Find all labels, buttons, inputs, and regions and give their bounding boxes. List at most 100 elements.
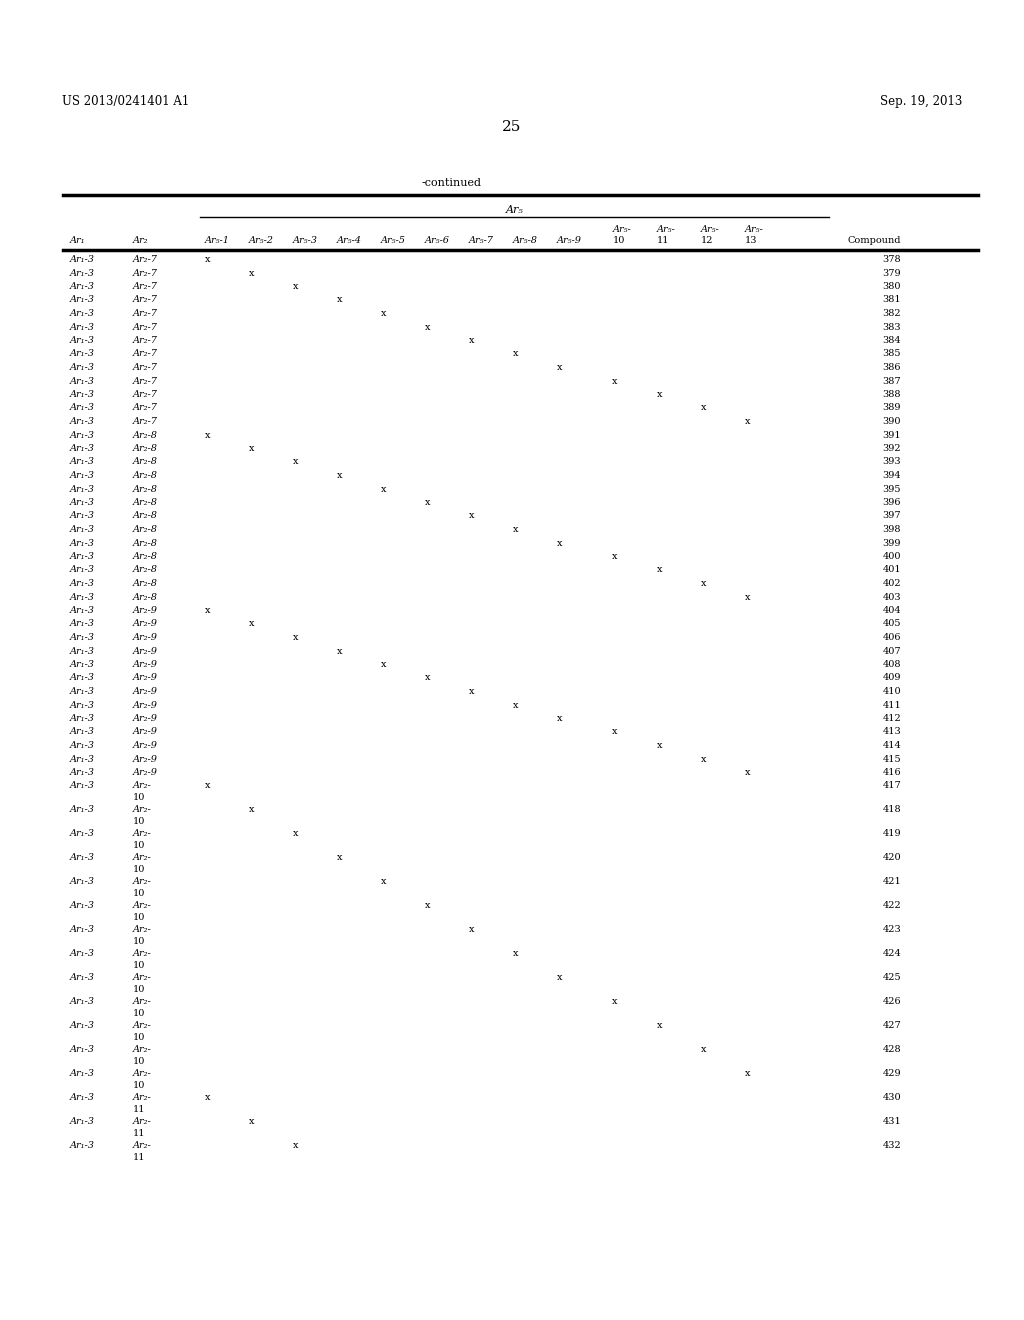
Text: 388: 388: [883, 389, 901, 399]
Text: 417: 417: [883, 781, 901, 791]
Text: 404: 404: [883, 606, 901, 615]
Text: Ar₂-9: Ar₂-9: [133, 727, 158, 737]
Text: x: x: [337, 471, 342, 480]
Text: 407: 407: [883, 647, 901, 656]
Text: 401: 401: [883, 565, 901, 574]
Text: 10: 10: [133, 1081, 145, 1089]
Text: Ar₂-: Ar₂-: [133, 1093, 152, 1102]
Text: Ar₂-8: Ar₂-8: [133, 539, 158, 548]
Text: 393: 393: [883, 458, 901, 466]
Text: x: x: [700, 579, 706, 587]
Text: Ar₁-3: Ar₁-3: [70, 255, 94, 264]
Text: Ar₁-3: Ar₁-3: [70, 998, 94, 1006]
Text: Ar₂-8: Ar₂-8: [133, 430, 158, 440]
Text: Ar₁-3: Ar₁-3: [70, 552, 94, 561]
Text: 384: 384: [883, 337, 901, 345]
Text: 10: 10: [133, 792, 145, 801]
Text: Ar₁-3: Ar₁-3: [70, 471, 94, 480]
Text: x: x: [381, 484, 386, 494]
Text: Ar₁-3: Ar₁-3: [70, 511, 94, 520]
Text: x: x: [425, 322, 430, 331]
Text: 430: 430: [883, 1093, 901, 1102]
Text: 11: 11: [133, 1152, 145, 1162]
Text: Ar₁-3: Ar₁-3: [70, 619, 94, 628]
Text: 428: 428: [883, 1045, 901, 1055]
Text: Ar₅-: Ar₅-: [700, 224, 719, 234]
Text: Ar₅-: Ar₅-: [744, 224, 763, 234]
Text: Ar₁-3: Ar₁-3: [70, 484, 94, 494]
Text: Ar₂-: Ar₂-: [133, 1045, 152, 1055]
Text: x: x: [293, 1142, 298, 1151]
Text: x: x: [381, 309, 386, 318]
Text: Ar₁-3: Ar₁-3: [70, 1069, 94, 1078]
Text: 10: 10: [133, 865, 145, 874]
Text: Ar₂-: Ar₂-: [133, 1069, 152, 1078]
Text: 420: 420: [883, 854, 901, 862]
Text: Ar₂-: Ar₂-: [133, 949, 152, 958]
Text: Ar₁-3: Ar₁-3: [70, 1045, 94, 1055]
Text: x: x: [205, 255, 210, 264]
Text: Ar₂-8: Ar₂-8: [133, 552, 158, 561]
Text: 381: 381: [883, 296, 901, 305]
Text: 408: 408: [883, 660, 901, 669]
Text: x: x: [337, 854, 342, 862]
Text: Ar₁-3: Ar₁-3: [70, 925, 94, 935]
Text: Ar₂-: Ar₂-: [133, 902, 152, 911]
Text: Ar₅-5: Ar₅-5: [381, 236, 406, 246]
Text: Ar₁-3: Ar₁-3: [70, 376, 94, 385]
Text: 378: 378: [883, 255, 901, 264]
Text: 10: 10: [133, 936, 145, 945]
Text: Ar₁-3: Ar₁-3: [70, 949, 94, 958]
Text: Ar₁-3: Ar₁-3: [70, 498, 94, 507]
Text: Ar₁-3: Ar₁-3: [70, 430, 94, 440]
Text: 416: 416: [883, 768, 901, 777]
Text: 386: 386: [883, 363, 901, 372]
Text: x: x: [469, 511, 474, 520]
Text: Ar₁-3: Ar₁-3: [70, 673, 94, 682]
Text: x: x: [656, 565, 662, 574]
Text: x: x: [205, 606, 210, 615]
Text: Ar₁-3: Ar₁-3: [70, 282, 94, 290]
Text: Ar₂-8: Ar₂-8: [133, 471, 158, 480]
Text: 392: 392: [883, 444, 901, 453]
Text: Ar₂-: Ar₂-: [133, 974, 152, 982]
Text: 12: 12: [700, 236, 713, 246]
Text: x: x: [513, 701, 518, 710]
Text: Ar₁-3: Ar₁-3: [70, 539, 94, 548]
Text: 403: 403: [883, 593, 901, 602]
Text: 387: 387: [883, 376, 901, 385]
Text: 379: 379: [883, 268, 901, 277]
Text: Ar₁-3: Ar₁-3: [70, 768, 94, 777]
Text: Ar₂-8: Ar₂-8: [133, 484, 158, 494]
Text: 411: 411: [883, 701, 901, 710]
Text: 397: 397: [883, 511, 901, 520]
Text: 419: 419: [883, 829, 901, 838]
Text: Ar₂-9: Ar₂-9: [133, 606, 158, 615]
Text: 389: 389: [883, 404, 901, 412]
Text: x: x: [700, 755, 706, 763]
Text: 380: 380: [883, 282, 901, 290]
Text: Ar₂-7: Ar₂-7: [133, 255, 158, 264]
Text: Ar₂-8: Ar₂-8: [133, 593, 158, 602]
Text: x: x: [557, 539, 562, 548]
Text: x: x: [469, 686, 474, 696]
Text: Ar₁-3: Ar₁-3: [70, 579, 94, 587]
Text: Ar₁-3: Ar₁-3: [70, 404, 94, 412]
Text: 413: 413: [883, 727, 901, 737]
Text: Ar₁-3: Ar₁-3: [70, 350, 94, 359]
Text: Ar₂-8: Ar₂-8: [133, 498, 158, 507]
Text: 385: 385: [883, 350, 901, 359]
Text: Ar₁-3: Ar₁-3: [70, 1022, 94, 1031]
Text: x: x: [557, 714, 562, 723]
Text: 383: 383: [883, 322, 901, 331]
Text: 10: 10: [133, 1056, 145, 1065]
Text: x: x: [249, 619, 254, 628]
Text: Ar₂-9: Ar₂-9: [133, 634, 158, 642]
Text: 421: 421: [883, 878, 901, 887]
Text: -continued: -continued: [422, 178, 482, 187]
Text: x: x: [469, 925, 474, 935]
Text: Ar₂-7: Ar₂-7: [133, 282, 158, 290]
Text: x: x: [249, 268, 254, 277]
Text: 10: 10: [133, 1032, 145, 1041]
Text: Ar₁-3: Ar₁-3: [70, 854, 94, 862]
